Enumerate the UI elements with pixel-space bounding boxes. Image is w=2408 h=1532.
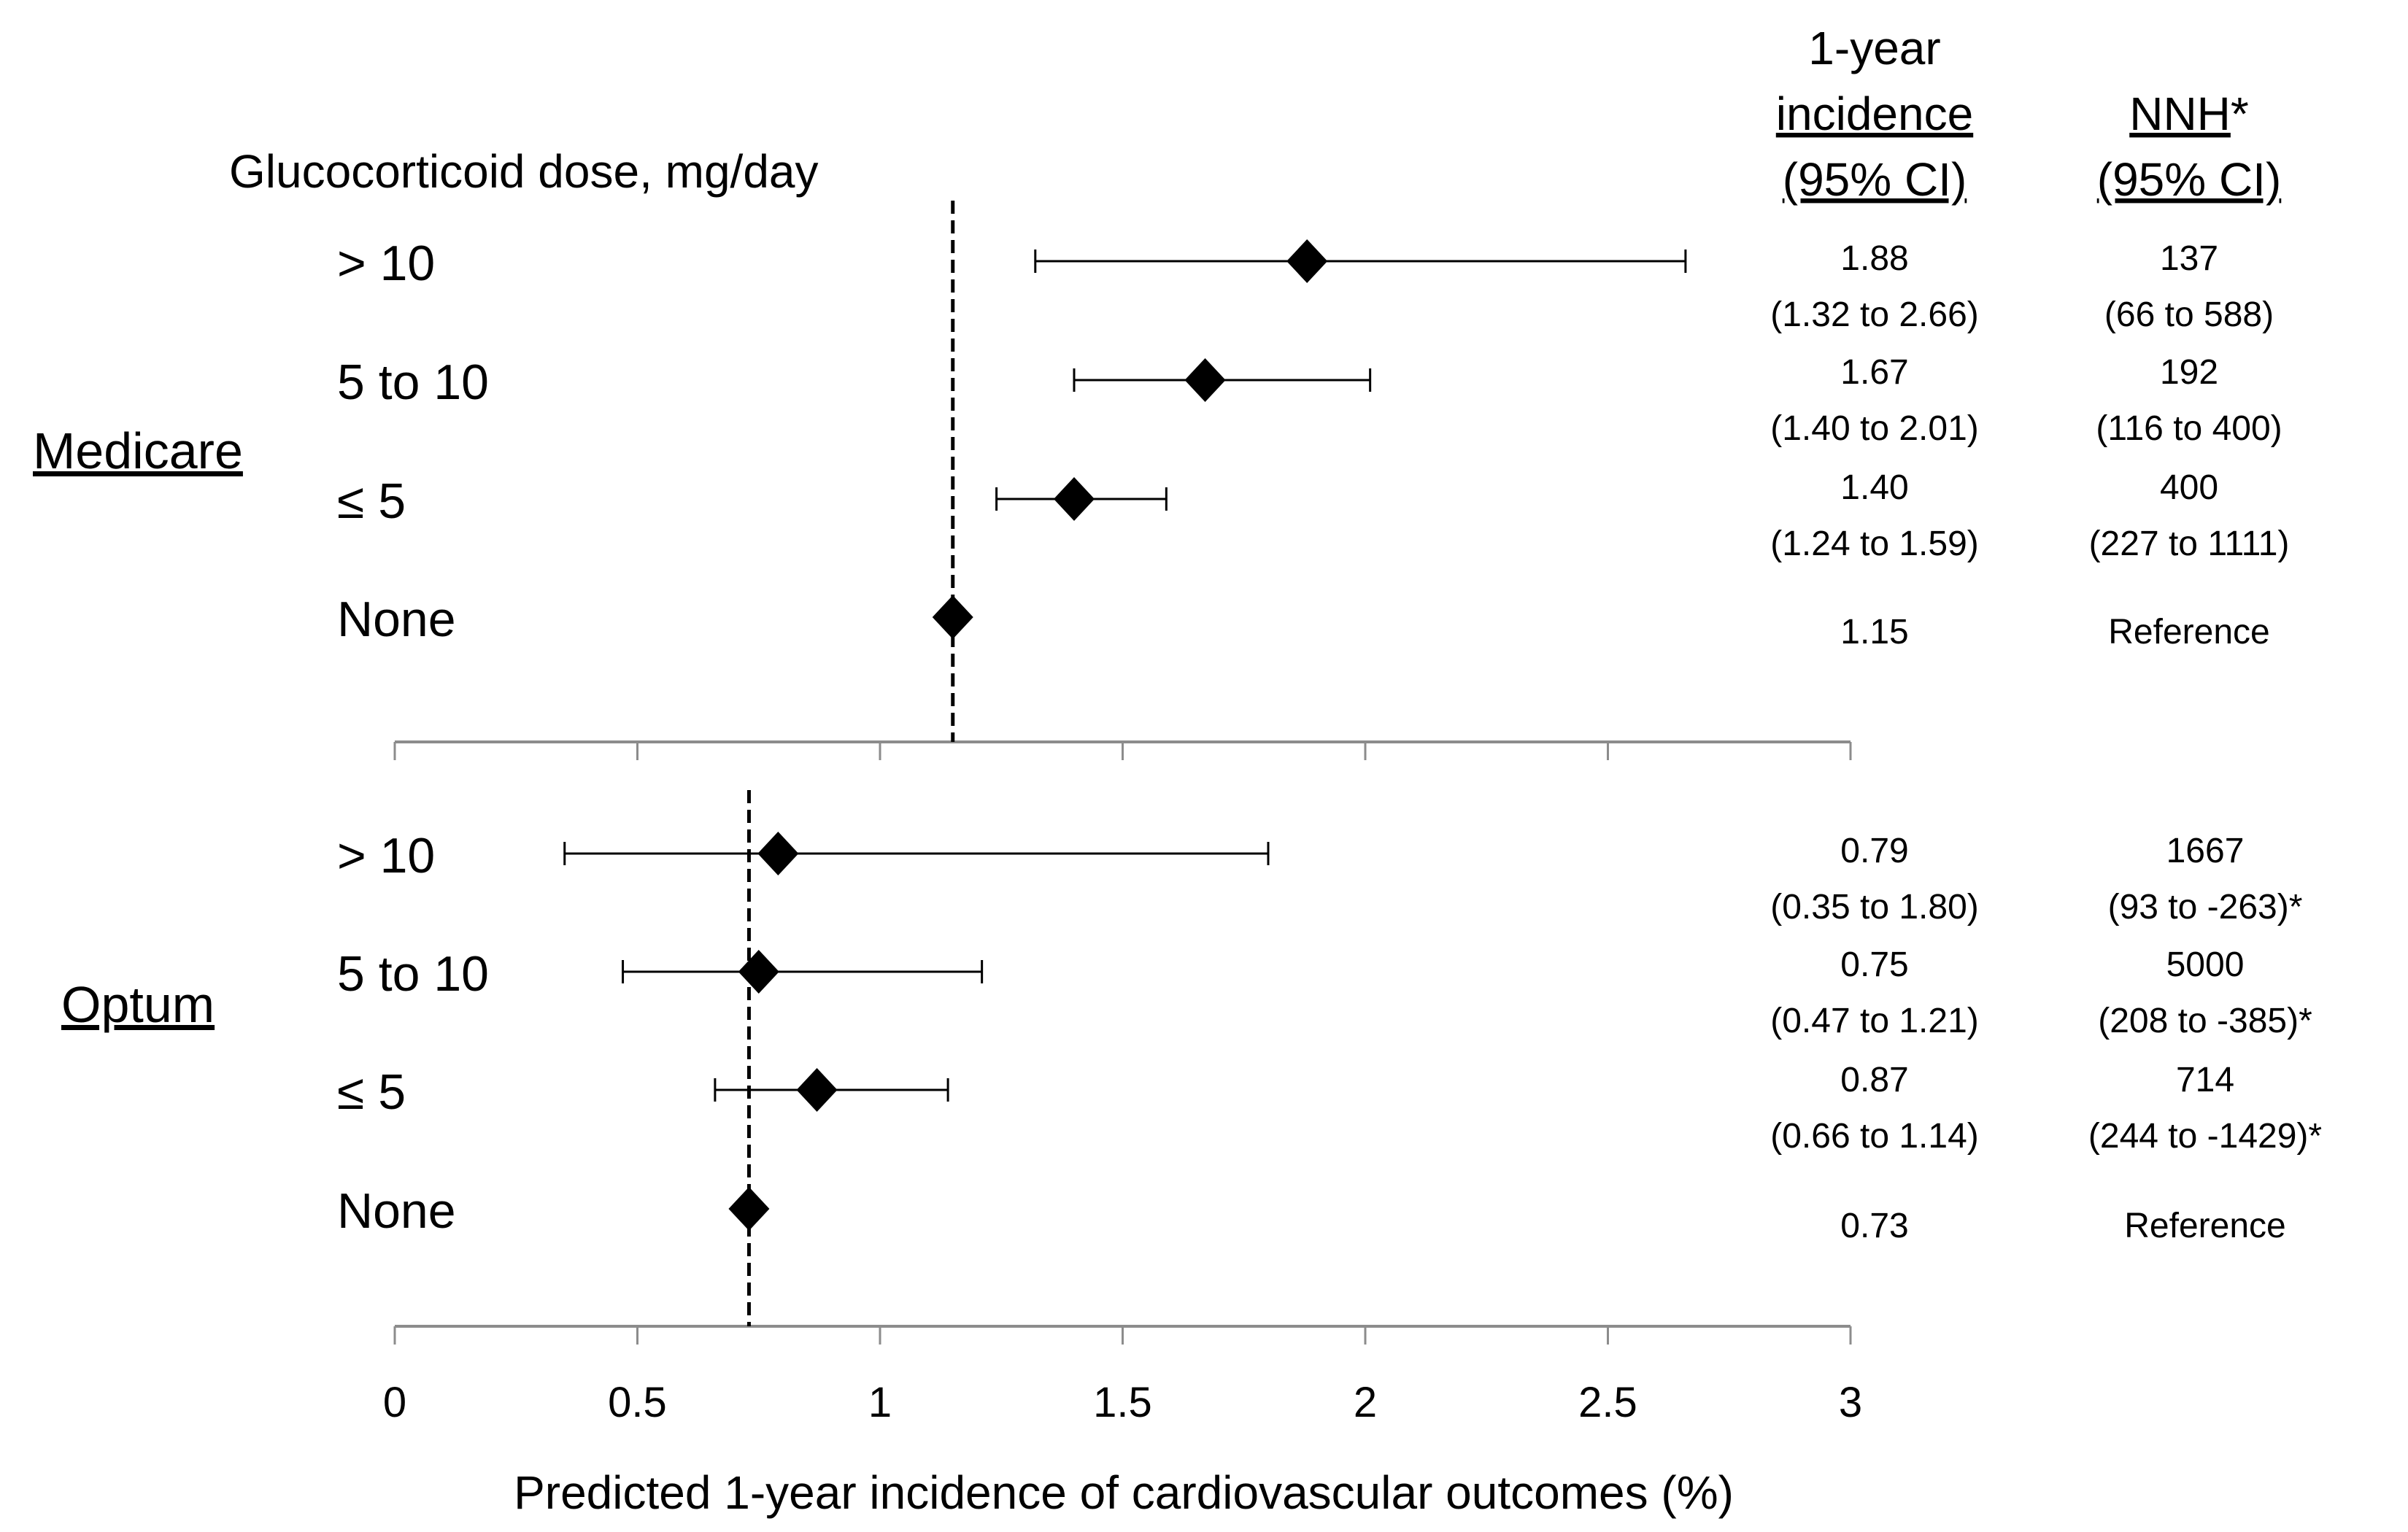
forest-row: None 1.15 Reference [337,592,2270,651]
dose-label: None [337,1183,456,1239]
estimate-diamond [796,1068,838,1112]
panel-optum: Optum 0 0.5 1 1.5 2 2.5 3 > 10 0.79 (0.35 to 1.80)… [61,790,2322,1426]
nnh-ci: (227 to 1111) [2089,525,2290,563]
nnh-header-label: NNH [2129,88,2231,140]
nnh-value: 5000 [2166,945,2245,984]
x-tick-label: 3 [1839,1379,1862,1426]
nnh-column-header: NNH* (95% CI) [2097,88,2282,206]
incidence-value: 1.88 [1840,239,1908,278]
incidence-value: 0.75 [1840,945,1908,984]
estimate-diamond [932,595,973,639]
incidence-ci: (0.35 to 1.80) [1770,888,1979,926]
estimate-diamond [1184,358,1226,402]
nnh-value: 192 [2160,353,2218,392]
nnh-reference: Reference [2108,613,2269,651]
dose-label: 5 to 10 [337,355,489,410]
nnh-header-line-1: NNH* [2129,88,2249,140]
estimate-diamond [757,832,799,875]
x-axis: 0 0.5 1 1.5 2 2.5 3 [383,1325,1862,1426]
incidence-header-line-3: (95% CI) [1783,153,1967,206]
estimate-diamond [1286,239,1328,283]
x-tick-label: 2 [1354,1379,1377,1426]
forest-row: None 0.73 Reference [337,1183,2286,1245]
panels: Medicare > 10 1.88 (1.32 to 2.66) 137 (66 to … [33,201,2322,1426]
incidence-column-header: 1-year incidence (95% CI) [1776,22,1973,206]
x-axis-title: Predicted 1-year incidence of cardiovasc… [514,1466,1734,1519]
nnh-ci: (116 to 400) [2096,409,2282,448]
x-tick-label: 1.5 [1093,1379,1152,1426]
incidence-value: 1.40 [1840,468,1908,507]
nnh-header-line-2: (95% CI) [2097,153,2282,206]
dose-label: ≤ 5 [337,1064,406,1120]
incidence-value: 0.87 [1840,1061,1908,1099]
incidence-ci: (0.47 to 1.21) [1770,1002,1979,1040]
incidence-value: 0.73 [1840,1207,1908,1245]
nnh-ci: (208 to -385)* [2098,1002,2312,1040]
forest-row: 5 to 10 0.75 (0.47 to 1.21) 5000 (208 to -38… [337,945,2312,1040]
incidence-value: 1.67 [1840,353,1908,392]
dose-label: 5 to 10 [337,946,489,1002]
incidence-ci: (0.66 to 1.14) [1770,1117,1979,1156]
nnh-value: 1667 [2166,832,2245,870]
dose-label: > 10 [337,828,435,883]
forest-row: ≤ 5 1.40 (1.24 to 1.59) 400 (227 to 1111) [337,468,2289,563]
forest-row: ≤ 5 0.87 (0.66 to 1.14) 714 (244 to -1429)* [337,1061,2322,1156]
forest-row: 5 to 10 1.67 (1.40 to 2.01) 192 (116 to 400) [337,353,2282,448]
nnh-ci: (66 to 588) [2104,295,2274,334]
incidence-ci: (1.24 to 1.59) [1770,525,1979,563]
x-tick-label: 2.5 [1578,1379,1637,1426]
dose-label: None [337,592,456,647]
estimate-diamond [1054,477,1095,521]
incidence-value: 0.79 [1840,832,1908,870]
group-label: Optum [61,976,215,1033]
nnh-value: 400 [2160,468,2218,507]
nnh-ci: (93 to -263)* [2108,888,2303,926]
forest-row: > 10 1.88 (1.32 to 2.66) 137 (66 to 588) [337,236,2274,334]
dose-header: Glucocorticoid dose, mg/day [229,145,819,198]
incidence-value: 1.15 [1840,613,1908,651]
incidence-ci: (1.32 to 2.66) [1770,295,1979,334]
x-tick-label: 0.5 [608,1379,667,1426]
panel-medicare: Medicare > 10 1.88 (1.32 to 2.66) 137 (66 to … [33,201,2289,760]
incidence-header-line-2: incidence [1776,88,1973,140]
incidence-header-line-1: 1-year [1808,22,1940,74]
group-label: Medicare [33,422,243,479]
estimate-diamond [728,1187,770,1231]
nnh-value: 137 [2160,239,2218,278]
nnh-header-asterisk: * [2231,88,2249,140]
incidence-ci: (1.40 to 2.01) [1770,409,1979,448]
nnh-value: 714 [2176,1061,2234,1099]
dose-label: > 10 [337,236,435,291]
x-axis [393,740,1852,760]
x-tick-label: 1 [868,1379,892,1426]
estimate-diamond [738,950,779,994]
nnh-reference: Reference [2124,1207,2285,1245]
nnh-ci: (244 to -1429)* [2088,1117,2322,1156]
forest-row: > 10 0.79 (0.35 to 1.80) 1667 (93 to -263)* [337,828,2302,926]
x-tick-label: 0 [383,1379,406,1426]
dose-label: ≤ 5 [337,473,406,529]
